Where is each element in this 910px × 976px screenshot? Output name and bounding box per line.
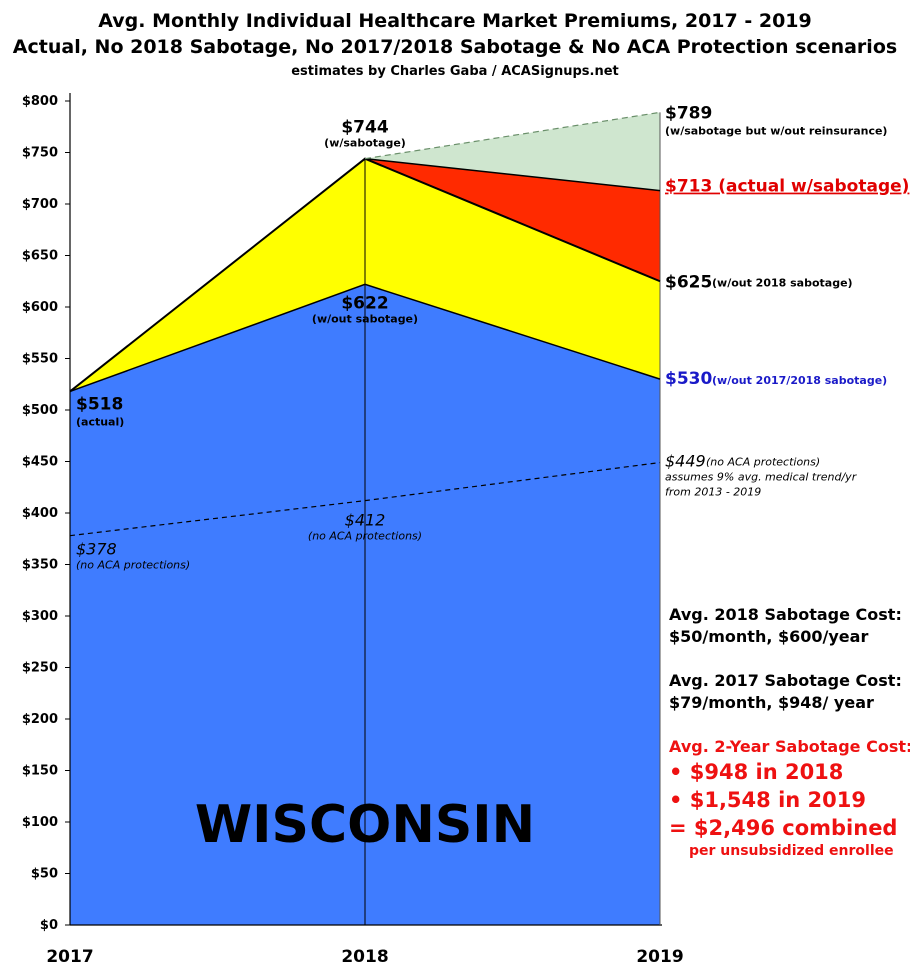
y-tick-label: $450 <box>22 455 58 470</box>
y-tick-label: $650 <box>22 249 58 264</box>
two-year-line4: per unsubsidized enrollee <box>689 843 894 859</box>
label-2019-625-value: $625 <box>665 272 712 292</box>
y-tick-label: $600 <box>22 300 58 315</box>
label-2017-actual-sub: (actual) <box>76 415 124 428</box>
label-2019-no-aca-value: $449 <box>665 452 706 471</box>
label-2019-no-aca-note1: assumes 9% avg. medical trend/yr <box>665 471 858 484</box>
y-tick-label: $750 <box>22 146 58 161</box>
label-2019-713-actual: $713 (actual w/sabotage) <box>665 177 909 197</box>
y-tick-label: $700 <box>22 197 58 212</box>
y-tick-label: $50 <box>31 867 58 882</box>
sabotage-2017-title: Avg. 2017 Sabotage Cost: <box>669 671 902 690</box>
line-no-aca-protections <box>69 461 661 537</box>
label-2019-530-sub: (w/out 2017/2018 sabotage) <box>712 374 887 387</box>
sabotage-2018-note: Avg. 2018 Sabotage Cost: $50/month, $600… <box>669 604 902 648</box>
x-tick-label: 2018 <box>341 947 388 967</box>
two-year-cost-note: Avg. 2-Year Sabotage Cost: • $948 in 201… <box>669 736 910 860</box>
label-2018-no-aca-value: $412 <box>345 511 386 530</box>
y-tick-label: $300 <box>22 609 58 624</box>
sabotage-2018-value: $50/month, $600/year <box>669 627 869 646</box>
label-2017-actual-value: $518 <box>76 394 123 414</box>
label-2019-625-sub: (w/out 2018 sabotage) <box>712 276 853 289</box>
sabotage-2017-value: $79/month, $948/ year <box>669 693 874 712</box>
label-2019-530-value: $530 <box>665 369 712 389</box>
label-2017-no-aca-sub: (no ACA protections) <box>76 559 190 572</box>
two-year-line1: • $948 in 2018 <box>669 760 844 784</box>
chart-subtitle: Actual, No 2018 Sabotage, No 2017/2018 S… <box>12 36 898 58</box>
two-year-title: Avg. 2-Year Sabotage Cost: <box>669 737 910 756</box>
label-2018-sabotage-value: $744 <box>341 118 388 138</box>
label-2019-no-aca-note2: from 2013 - 2019 <box>665 486 761 499</box>
y-tick-label: $500 <box>22 403 58 418</box>
chart-credit: estimates by Charles Gaba / ACASignups.n… <box>291 64 619 79</box>
label-2019-789-value: $789 <box>665 103 712 123</box>
y-tick-label: $400 <box>22 506 58 521</box>
line-no-2017-2018-sabotage <box>69 283 661 393</box>
sabotage-2017-note: Avg. 2017 Sabotage Cost: $79/month, $948… <box>669 670 902 714</box>
y-tick-label: $150 <box>22 764 58 779</box>
label-2019-789-sub: (w/sabotage but w/out reinsurance) <box>665 124 887 137</box>
y-tick-label: $250 <box>22 661 58 676</box>
label-2018-no-sabotage-value: $622 <box>341 293 388 313</box>
state-label: WISCONSIN <box>195 795 535 855</box>
y-tick-label: $0 <box>40 918 58 933</box>
y-tick-label: $200 <box>22 712 58 727</box>
two-year-line2: • $1,548 in 2019 <box>669 788 866 812</box>
two-year-line3: = $2,496 combined <box>669 816 898 840</box>
label-2018-sabotage-sub: (w/sabotage) <box>324 137 406 150</box>
y-tick-label: $550 <box>22 352 58 367</box>
y-tick-label: $350 <box>22 558 58 573</box>
line-actual-sabotage <box>364 157 661 192</box>
x-tick-label: 2019 <box>636 947 683 967</box>
label-2018-no-aca-sub: (no ACA protections) <box>308 530 422 543</box>
label-2017-no-aca-value: $378 <box>76 540 117 559</box>
area-no-reinsurance <box>365 112 660 191</box>
x-tick-label: 2017 <box>46 947 93 967</box>
sabotage-2018-title: Avg. 2018 Sabotage Cost: <box>669 605 902 624</box>
y-tick-label: $100 <box>22 815 58 830</box>
chart-title: Avg. Monthly Individual Healthcare Marke… <box>98 10 812 32</box>
label-2019-no-aca-sub: (no ACA protections) <box>706 456 820 469</box>
y-tick-label: $800 <box>22 94 58 109</box>
label-2018-no-sabotage-sub: (w/out sabotage) <box>312 312 418 325</box>
